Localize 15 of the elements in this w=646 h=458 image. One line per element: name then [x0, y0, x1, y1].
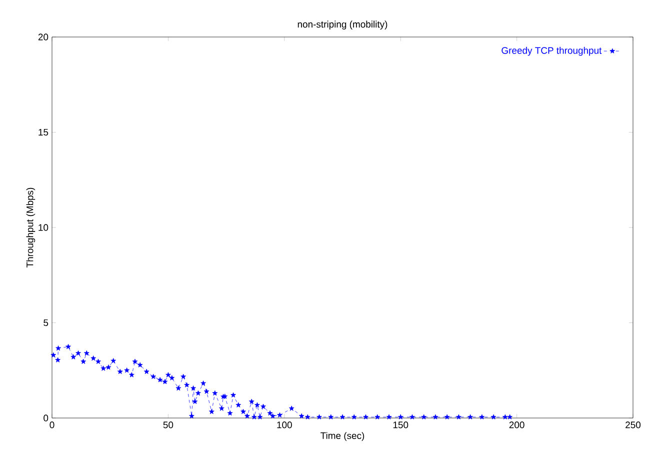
x-axis-title: Time (sec) — [320, 432, 364, 441]
x-tick-label: 0 — [50, 422, 54, 428]
chart-title: non-striping (mobility) — [298, 20, 388, 30]
legend-label: Greedy TCP throughput — [502, 46, 602, 56]
x-tick-label: 200 — [509, 422, 524, 428]
x-tick-label: 100 — [277, 422, 292, 428]
x-tick-label: 50 — [163, 422, 174, 428]
y-tick-label: 0 — [44, 414, 48, 422]
y-axis-title: Throughput (Mbps) — [26, 188, 36, 268]
y-tick-label: 5 — [44, 319, 48, 326]
y-tick-label: 15 — [38, 128, 48, 136]
x-tick-label: 250 — [626, 422, 641, 428]
y-tick-label: 10 — [38, 224, 48, 231]
x-tick-label: 150 — [393, 422, 408, 428]
y-tick-label: 20 — [38, 34, 48, 40]
